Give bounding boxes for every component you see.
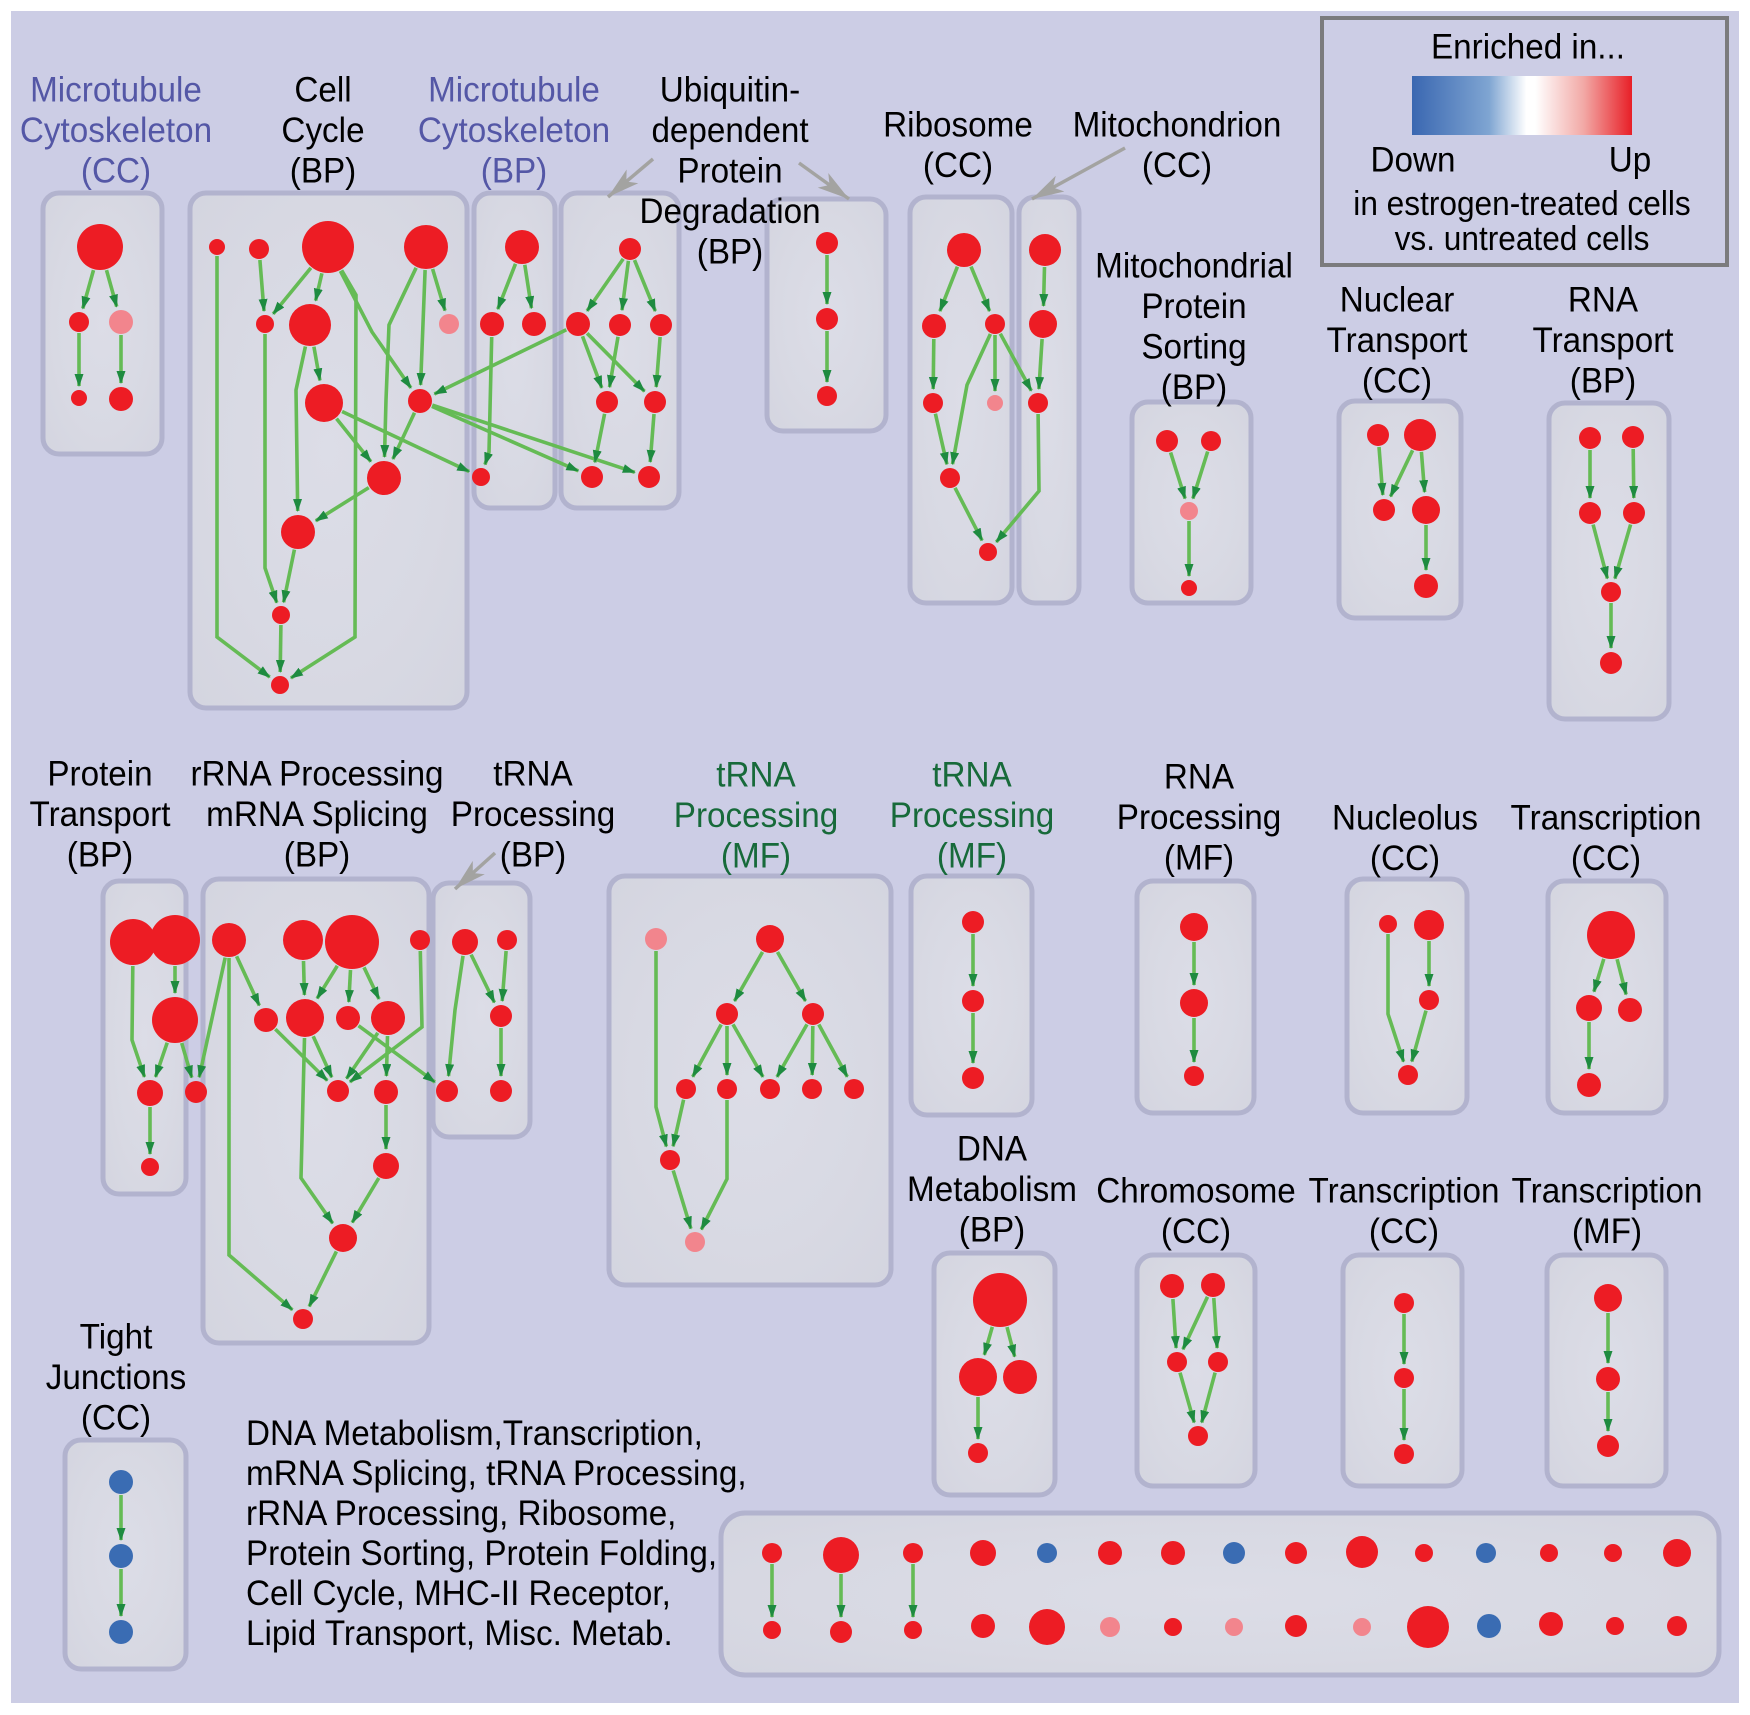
svg-text:Lipid Transport, Misc. Metab.: Lipid Transport, Misc. Metab. <box>246 1614 673 1653</box>
svg-text:(CC): (CC) <box>1370 839 1440 878</box>
svg-text:(MF): (MF) <box>937 837 1007 876</box>
svg-text:(CC): (CC) <box>1571 839 1641 878</box>
svg-text:Ubiquitin-: Ubiquitin- <box>660 71 800 110</box>
svg-text:tRNA: tRNA <box>716 756 796 795</box>
svg-text:(BP): (BP) <box>67 836 133 875</box>
svg-text:rRNA Processing: rRNA Processing <box>190 755 443 794</box>
svg-text:rRNA Processing, Ribosome,: rRNA Processing, Ribosome, <box>246 1494 676 1533</box>
svg-text:(BP): (BP) <box>290 152 356 191</box>
svg-text:Protein: Protein <box>47 755 152 794</box>
svg-text:(CC): (CC) <box>1161 1212 1231 1251</box>
svg-text:Junctions: Junctions <box>46 1358 186 1397</box>
svg-text:Enriched in...: Enriched in... <box>1431 28 1625 67</box>
svg-text:(MF): (MF) <box>1164 839 1234 878</box>
svg-text:DNA: DNA <box>957 1130 1027 1169</box>
svg-text:(CC): (CC) <box>1142 146 1212 185</box>
svg-text:Chromosome: Chromosome <box>1096 1172 1296 1211</box>
svg-text:Microtubule: Microtubule <box>30 71 202 110</box>
svg-text:Protein: Protein <box>677 152 782 191</box>
svg-text:in estrogen-treated cells: in estrogen-treated cells <box>1353 184 1690 222</box>
svg-text:mRNA Splicing: mRNA Splicing <box>206 795 428 834</box>
svg-text:mRNA Splicing, tRNA Processing: mRNA Splicing, tRNA Processing, <box>246 1454 747 1493</box>
svg-text:Processing: Processing <box>1117 798 1281 837</box>
svg-text:DNA Metabolism,Transcription,: DNA Metabolism,Transcription, <box>246 1414 703 1453</box>
svg-text:Transcription: Transcription <box>1512 1172 1703 1211</box>
svg-text:Processing: Processing <box>674 796 838 835</box>
svg-text:(MF): (MF) <box>721 837 791 876</box>
svg-text:(CC): (CC) <box>81 152 151 191</box>
svg-text:Protein Sorting, Protein Foldi: Protein Sorting, Protein Folding, <box>246 1534 717 1573</box>
svg-text:Up: Up <box>1609 141 1651 180</box>
svg-text:Cell Cycle, MHC-II Receptor,: Cell Cycle, MHC-II Receptor, <box>246 1574 671 1613</box>
svg-text:Transport: Transport <box>1326 321 1468 360</box>
svg-text:(BP): (BP) <box>500 836 566 875</box>
svg-text:RNA: RNA <box>1568 281 1638 320</box>
svg-text:Metabolism: Metabolism <box>907 1170 1077 1209</box>
svg-text:(BP): (BP) <box>959 1211 1025 1250</box>
svg-text:dependent: dependent <box>651 111 809 150</box>
svg-text:Nucleolus: Nucleolus <box>1332 799 1478 838</box>
svg-text:Cell: Cell <box>294 71 351 110</box>
svg-text:Microtubule: Microtubule <box>428 71 600 110</box>
svg-text:Processing: Processing <box>451 795 615 834</box>
svg-text:Processing: Processing <box>890 796 1054 835</box>
svg-text:Transport: Transport <box>29 795 171 834</box>
svg-text:tRNA: tRNA <box>932 756 1012 795</box>
svg-text:(CC): (CC) <box>1369 1212 1439 1251</box>
svg-text:Transcription: Transcription <box>1511 799 1702 838</box>
svg-text:Transport: Transport <box>1532 321 1674 360</box>
svg-text:vs. untreated cells: vs. untreated cells <box>1395 219 1650 257</box>
svg-text:Tight: Tight <box>80 1318 153 1357</box>
svg-text:Cycle: Cycle <box>281 111 364 150</box>
svg-text:Degradation: Degradation <box>639 192 820 231</box>
svg-text:Mitochondrion: Mitochondrion <box>1073 106 1282 145</box>
svg-text:RNA: RNA <box>1164 758 1234 797</box>
svg-text:Cytoskeleton: Cytoskeleton <box>418 111 610 150</box>
svg-text:Mitochondrial: Mitochondrial <box>1095 247 1293 286</box>
svg-text:(MF): (MF) <box>1572 1212 1642 1251</box>
svg-text:Down: Down <box>1371 141 1456 180</box>
svg-text:Nuclear: Nuclear <box>1340 281 1455 320</box>
svg-text:(CC): (CC) <box>923 146 993 185</box>
svg-text:Ribosome: Ribosome <box>883 106 1033 145</box>
svg-text:(BP): (BP) <box>697 233 763 272</box>
svg-text:(BP): (BP) <box>1161 368 1227 407</box>
svg-text:Cytoskeleton: Cytoskeleton <box>20 111 212 150</box>
svg-text:(CC): (CC) <box>81 1399 151 1438</box>
svg-text:(CC): (CC) <box>1362 362 1432 401</box>
svg-text:Sorting: Sorting <box>1141 328 1246 367</box>
svg-text:tRNA: tRNA <box>493 755 573 794</box>
svg-text:Protein: Protein <box>1141 287 1246 326</box>
svg-text:(BP): (BP) <box>284 836 350 875</box>
svg-text:(BP): (BP) <box>1570 362 1636 401</box>
svg-text:(BP): (BP) <box>481 152 547 191</box>
svg-text:Transcription: Transcription <box>1309 1172 1500 1211</box>
